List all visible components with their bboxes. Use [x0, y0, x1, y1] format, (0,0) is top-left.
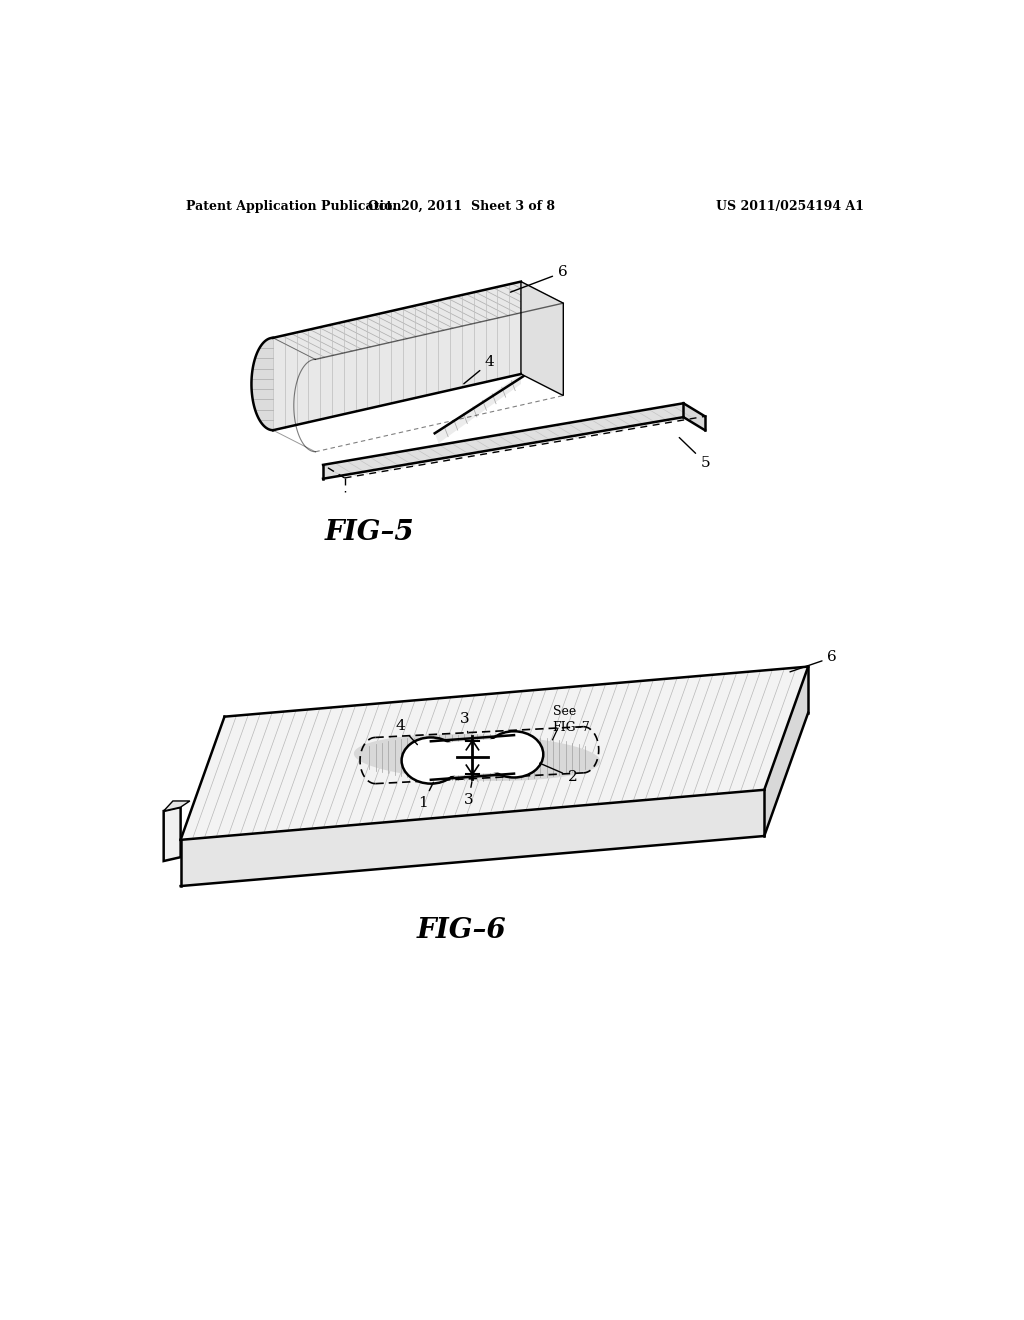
Text: 5: 5 — [679, 437, 710, 470]
Text: Oct. 20, 2011  Sheet 3 of 8: Oct. 20, 2011 Sheet 3 of 8 — [369, 199, 555, 213]
Polygon shape — [431, 738, 514, 777]
Ellipse shape — [484, 731, 544, 777]
Polygon shape — [323, 404, 705, 478]
Text: See
FIG–7: See FIG–7 — [553, 705, 590, 734]
Polygon shape — [273, 281, 521, 430]
Polygon shape — [354, 734, 600, 781]
Text: 6: 6 — [790, 651, 838, 672]
Text: 1: 1 — [418, 783, 433, 810]
Polygon shape — [164, 801, 189, 810]
Text: 6: 6 — [510, 265, 567, 292]
Polygon shape — [683, 404, 705, 430]
Text: FIG–6: FIG–6 — [417, 917, 507, 944]
Polygon shape — [180, 789, 764, 886]
Text: US 2011/0254194 A1: US 2011/0254194 A1 — [716, 199, 863, 213]
Text: 2: 2 — [540, 763, 578, 784]
Polygon shape — [273, 281, 563, 359]
Ellipse shape — [401, 738, 460, 784]
Polygon shape — [521, 281, 563, 396]
Text: 3: 3 — [460, 711, 470, 733]
Text: 4: 4 — [464, 355, 495, 384]
Polygon shape — [180, 667, 808, 840]
Polygon shape — [164, 807, 180, 861]
Polygon shape — [435, 374, 521, 444]
Polygon shape — [252, 338, 273, 430]
Text: 3: 3 — [464, 781, 473, 807]
Text: FIG–5: FIG–5 — [325, 519, 414, 545]
Polygon shape — [764, 667, 808, 836]
Polygon shape — [323, 404, 683, 479]
Text: 4: 4 — [395, 719, 418, 744]
Text: Patent Application Publication: Patent Application Publication — [186, 199, 401, 213]
